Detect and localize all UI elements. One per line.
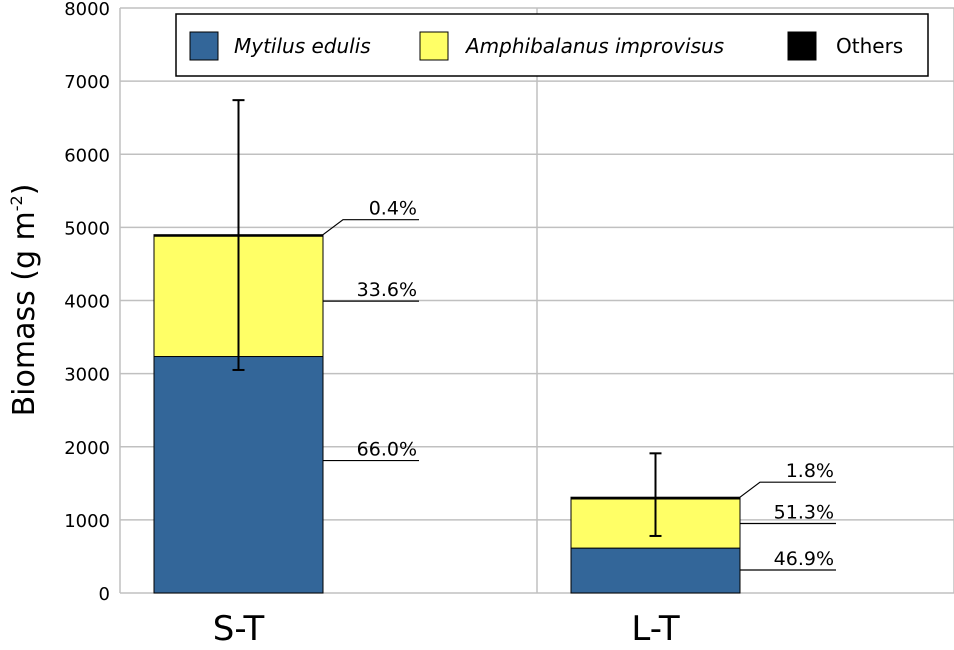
legend-swatch	[787, 31, 817, 61]
legend: Mytilus edulis Amphibalanus improvisus Oth…	[175, 13, 929, 77]
segment-percent-label: 46.9%	[774, 548, 834, 570]
y-tick-label: 3000	[64, 365, 110, 386]
error-bars	[232, 99, 662, 537]
y-tick-label: 0	[99, 584, 110, 605]
label-leader-line	[739, 481, 836, 498]
y-tick-label: 2000	[64, 438, 110, 459]
y-tick-label: 5000	[64, 218, 110, 239]
label-leader-line	[322, 219, 419, 236]
data-labels: 66.0% 33.6% 0.4% 46.9% 51.3% 1.8%	[322, 198, 836, 571]
y-tick-label: 8000	[64, 0, 110, 20]
y-tick-label: 1000	[64, 511, 110, 532]
segment-percent-label: 0.4%	[369, 198, 417, 220]
y-axis-label: Biomass (g m-2)	[7, 184, 42, 417]
legend-label: Others	[836, 34, 903, 58]
y-axis-ticks: 0 1000 2000 3000 4000 5000 6000 7000 8000	[64, 0, 110, 605]
legend-label: Amphibalanus improvisus	[464, 34, 724, 58]
x-axis-ticks: S-T L-T	[213, 609, 680, 649]
segment-percent-label: 51.3%	[774, 502, 834, 524]
legend-label: Mytilus edulis	[234, 34, 371, 58]
segment-percent-label: 66.0%	[357, 439, 417, 461]
y-tick-label: 4000	[64, 292, 110, 313]
legend-swatch	[419, 31, 449, 61]
y-tick-label: 7000	[64, 72, 110, 93]
x-tick-label: L-T	[631, 609, 679, 646]
x-tick-label: S-T	[213, 609, 265, 646]
bars	[153, 234, 741, 594]
segment-percent-label: 33.6%	[357, 279, 417, 301]
legend-swatch	[189, 31, 219, 61]
y-tick-label: 6000	[64, 145, 110, 166]
bar-segment-mytilus-edulis	[570, 547, 741, 594]
bar-segment-mytilus-edulis	[153, 356, 324, 594]
segment-percent-label: 1.8%	[786, 460, 834, 482]
